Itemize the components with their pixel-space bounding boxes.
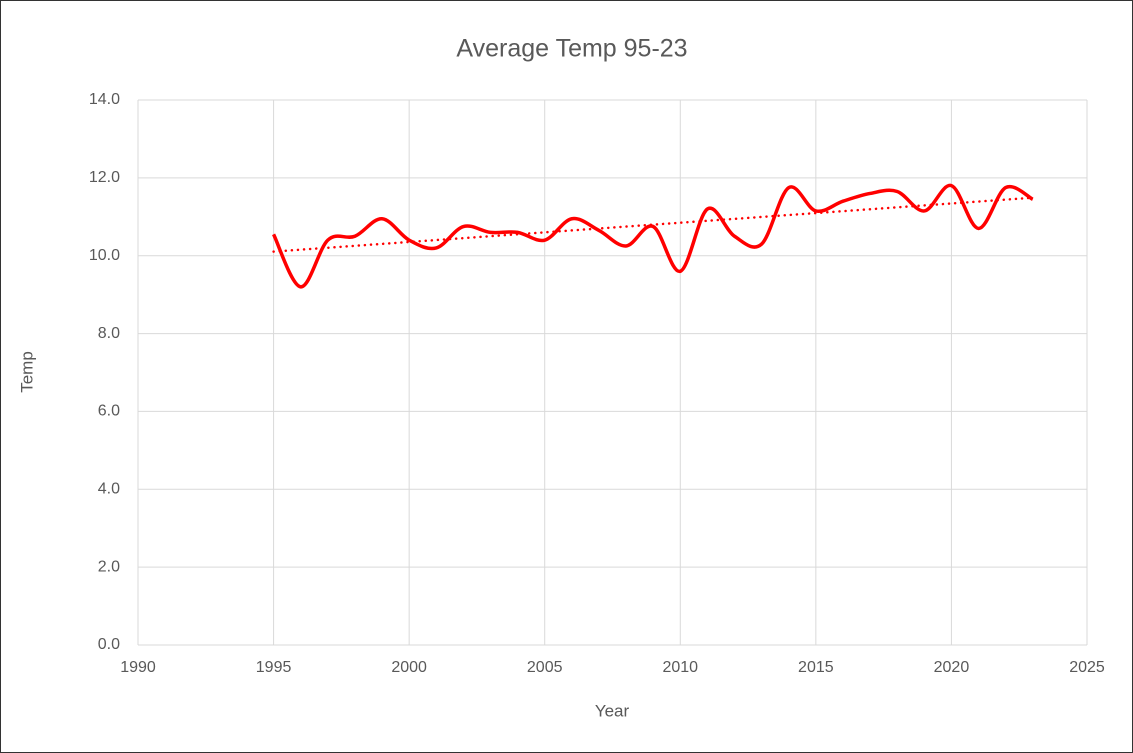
x-tick-label: 2025 (1069, 659, 1105, 676)
x-axis-title: Year (595, 701, 630, 720)
x-tick-label: 2010 (662, 659, 698, 676)
y-axis-title: Temp (17, 351, 36, 393)
y-tick-label: 14.0 (89, 91, 120, 108)
trendline (272, 196, 1035, 253)
y-tick-label: 4.0 (98, 481, 120, 498)
x-tick-label: 2020 (934, 659, 970, 676)
x-tick-label: 2015 (798, 659, 834, 676)
data-line (271, 183, 1034, 289)
y-tick-label: 0.0 (98, 636, 120, 653)
y-tick-label: 12.0 (89, 169, 120, 186)
y-tick-label: 8.0 (98, 325, 120, 342)
chart-title: Average Temp 95-23 (456, 35, 687, 63)
x-tick-label: 1995 (256, 659, 292, 676)
x-tick-label: 2000 (391, 659, 427, 676)
y-tick-label: 10.0 (89, 247, 120, 264)
x-tick-label: 2005 (527, 659, 563, 676)
y-tick-label: 2.0 (98, 558, 120, 575)
y-tick-label: 6.0 (98, 403, 120, 420)
x-tick-label: 1990 (120, 659, 156, 676)
